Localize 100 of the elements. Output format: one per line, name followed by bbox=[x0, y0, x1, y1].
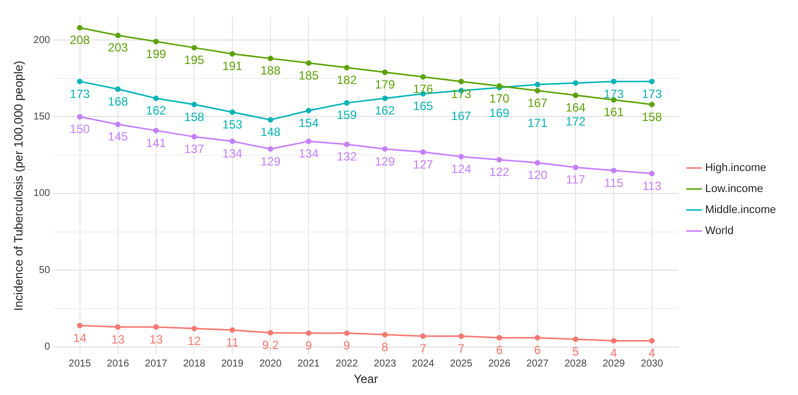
data-label: 145 bbox=[108, 130, 128, 144]
point bbox=[496, 334, 502, 340]
data-label: 168 bbox=[108, 94, 128, 108]
data-label: 11 bbox=[226, 335, 239, 350]
data-label: 150 bbox=[70, 122, 90, 136]
legend-label: Middle.income bbox=[705, 204, 776, 216]
point bbox=[306, 108, 312, 114]
point bbox=[230, 51, 236, 57]
point bbox=[306, 138, 312, 144]
data-label: 176 bbox=[413, 82, 434, 96]
y-tick-label: 50 bbox=[38, 264, 51, 276]
x-tick-label: 2022 bbox=[336, 358, 358, 370]
point bbox=[534, 88, 540, 94]
data-label: 7 bbox=[458, 342, 465, 356]
data-label: 199 bbox=[146, 46, 166, 61]
point bbox=[382, 96, 388, 102]
point bbox=[344, 64, 350, 70]
point bbox=[230, 327, 236, 333]
data-label: 179 bbox=[374, 78, 396, 92]
point bbox=[649, 170, 655, 176]
point bbox=[382, 69, 388, 75]
data-label: 185 bbox=[298, 68, 319, 82]
x-tick-label: 2028 bbox=[564, 358, 588, 370]
data-label: 162 bbox=[374, 104, 396, 118]
point bbox=[115, 86, 121, 92]
point bbox=[344, 100, 350, 106]
point bbox=[610, 78, 616, 84]
point bbox=[534, 82, 540, 88]
point bbox=[153, 96, 159, 102]
data-label: 203 bbox=[108, 40, 128, 55]
y-axis-title: Incidence of Tuberculosis (per 100,000 people) bbox=[12, 60, 26, 311]
data-label: 6 bbox=[496, 343, 503, 358]
data-label: 9 bbox=[343, 338, 350, 352]
data-label: 154 bbox=[298, 116, 319, 130]
data-label: 13 bbox=[149, 332, 164, 346]
data-label: 158 bbox=[184, 110, 205, 124]
point bbox=[153, 324, 159, 330]
point bbox=[420, 149, 426, 155]
legend-label: Low.income bbox=[705, 183, 764, 196]
point bbox=[610, 168, 616, 174]
data-label: 171 bbox=[527, 116, 548, 130]
x-tick-label: 2024 bbox=[412, 358, 435, 370]
y-tick-label: 100 bbox=[33, 188, 51, 200]
x-tick-label: 2017 bbox=[144, 358, 168, 370]
x-tick-label: 2027 bbox=[526, 358, 550, 370]
point bbox=[191, 134, 197, 140]
data-label: 120 bbox=[527, 168, 548, 182]
point bbox=[572, 336, 578, 342]
data-label: 167 bbox=[527, 96, 548, 110]
point bbox=[344, 142, 350, 148]
x-tick-label: 2019 bbox=[221, 358, 244, 370]
point bbox=[534, 334, 540, 340]
data-label: 117 bbox=[566, 172, 586, 187]
data-label: 169 bbox=[489, 106, 510, 120]
data-label: 129 bbox=[374, 154, 396, 168]
x-tick-label: 2015 bbox=[68, 358, 92, 370]
data-label: 191 bbox=[222, 59, 243, 74]
point bbox=[268, 56, 274, 62]
y-tick-label: 200 bbox=[33, 34, 51, 46]
x-tick-label: 2016 bbox=[106, 358, 130, 370]
data-label: 132 bbox=[336, 150, 358, 164]
point bbox=[268, 330, 274, 336]
data-label: 134 bbox=[298, 146, 319, 161]
data-label: 173 bbox=[604, 86, 624, 101]
point bbox=[268, 146, 274, 152]
data-label: 148 bbox=[260, 125, 281, 140]
data-label: 195 bbox=[184, 53, 205, 68]
point bbox=[572, 80, 578, 86]
x-tick-label: 2023 bbox=[374, 358, 396, 370]
data-label: 170 bbox=[489, 91, 510, 106]
data-label: 9 bbox=[305, 338, 312, 352]
point bbox=[649, 78, 655, 84]
data-label: 6 bbox=[534, 343, 542, 358]
data-label: 113 bbox=[642, 178, 662, 193]
data-label: 127 bbox=[413, 157, 434, 172]
point bbox=[77, 114, 83, 120]
data-label: 159 bbox=[336, 108, 358, 122]
data-label: 5 bbox=[572, 344, 580, 359]
x-tick-label: 2026 bbox=[488, 358, 511, 370]
data-label: 7 bbox=[420, 342, 427, 356]
x-tick-label: 2025 bbox=[450, 358, 473, 370]
data-label: 208 bbox=[70, 33, 90, 48]
data-label: 161 bbox=[604, 105, 624, 120]
point bbox=[230, 109, 236, 115]
data-label: 9.2 bbox=[262, 338, 280, 352]
data-label: 165 bbox=[413, 99, 434, 114]
point bbox=[115, 324, 121, 330]
data-label: 8 bbox=[382, 340, 389, 354]
data-label: 141 bbox=[146, 136, 166, 150]
point bbox=[77, 78, 83, 84]
point bbox=[610, 338, 616, 344]
data-label: 172 bbox=[566, 114, 586, 128]
point bbox=[649, 102, 655, 108]
point bbox=[115, 32, 121, 38]
point bbox=[115, 122, 121, 128]
point bbox=[572, 164, 578, 170]
data-label: 4 bbox=[648, 346, 656, 360]
data-label: 115 bbox=[604, 176, 624, 190]
point bbox=[77, 322, 83, 328]
legend-label: High.income bbox=[705, 162, 766, 174]
